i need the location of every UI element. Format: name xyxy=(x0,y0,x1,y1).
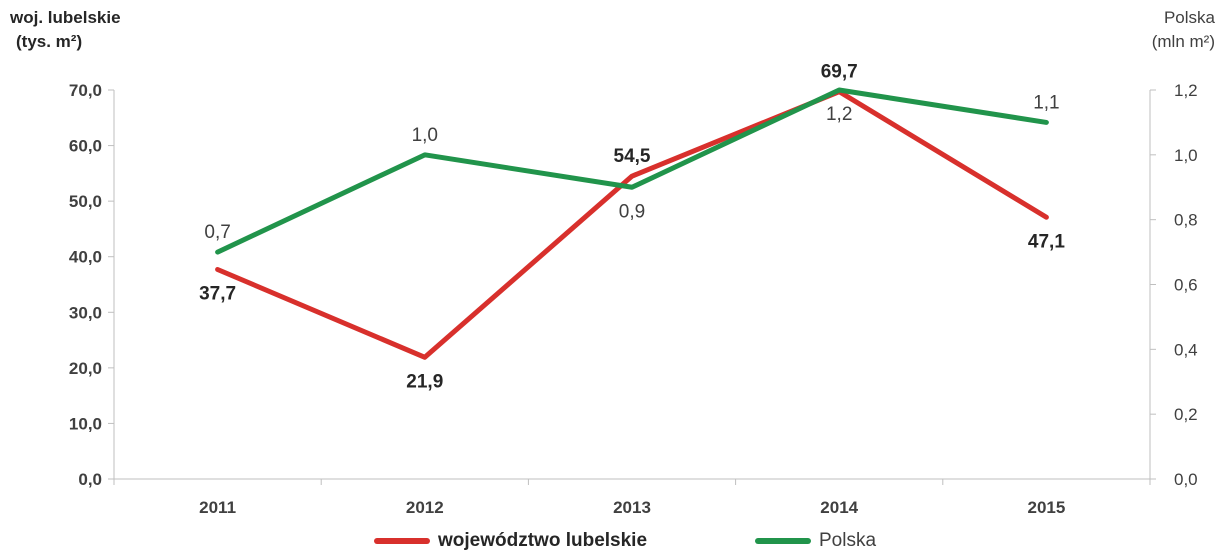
x-tick-label: 2013 xyxy=(613,498,651,517)
legend-swatch-polska xyxy=(755,538,811,544)
data-label-lubelskie: 54,5 xyxy=(614,146,651,167)
right-tick-label: 0,0 xyxy=(1174,470,1198,489)
left-tick-label: 40,0 xyxy=(69,248,102,267)
line-chart: 0,0 10,0 20,0 30,0 40,0 50,0 60,0 70,0 0,0 0,2 0,4… xyxy=(69,62,1198,517)
x-tick-label: 2012 xyxy=(406,498,444,517)
data-label-lubelskie: 21,9 xyxy=(406,371,443,392)
left-axis-title: woj. lubelskie (tys. m²) xyxy=(10,6,121,54)
x-tick-label: 2014 xyxy=(820,498,858,517)
right-tick-label: 1,2 xyxy=(1174,81,1198,100)
series-line-lubelskie xyxy=(215,89,1049,360)
data-label-lubelskie: 37,7 xyxy=(199,283,236,304)
left-tick-label: 20,0 xyxy=(69,359,102,378)
chart-legend: województwo lubelskie Polska xyxy=(0,530,1221,556)
right-tick-label: 1,0 xyxy=(1174,146,1198,165)
right-tick-label: 0,4 xyxy=(1174,340,1198,359)
right-tick-label: 0,8 xyxy=(1174,211,1198,230)
legend-item-lubelskie: województwo lubelskie xyxy=(374,530,647,552)
legend-swatch-lubelskie xyxy=(374,538,430,544)
left-tick-label: 60,0 xyxy=(69,137,102,156)
right-axis-title-line2: (mln m²) xyxy=(1151,32,1215,51)
x-tick-label: 2011 xyxy=(199,498,236,517)
left-axis-title-line2: (tys. m²) xyxy=(16,32,83,51)
left-tick-label: 70,0 xyxy=(69,81,102,100)
legend-label-polska: Polska xyxy=(819,530,877,551)
legend-item-polska: Polska xyxy=(755,530,876,552)
left-tick-label: 30,0 xyxy=(69,303,102,322)
data-label-polska: 0,7 xyxy=(204,222,230,243)
right-tick-label: 0,2 xyxy=(1174,405,1198,424)
right-tick-label: 0,6 xyxy=(1174,276,1198,295)
data-label-polska: 1,2 xyxy=(826,104,852,125)
right-axis-title: Polska (mln m²) xyxy=(1152,6,1215,54)
data-label-lubelskie: 69,7 xyxy=(821,62,858,83)
series-line-polska xyxy=(215,87,1049,255)
data-label-polska: 0,9 xyxy=(619,201,645,222)
x-tick-label: 2015 xyxy=(1027,498,1065,517)
data-label-polska: 1,1 xyxy=(1033,92,1059,113)
left-tick-label: 10,0 xyxy=(69,414,102,433)
right-axis-title-line1: Polska xyxy=(1163,8,1215,27)
data-label-lubelskie: 47,1 xyxy=(1028,231,1065,252)
left-axis-title-line1: woj. lubelskie xyxy=(10,8,121,27)
data-label-polska: 1,0 xyxy=(412,125,438,146)
left-tick-label: 50,0 xyxy=(69,192,102,211)
legend-label-lubelskie: województwo lubelskie xyxy=(438,530,648,551)
left-tick-label: 0,0 xyxy=(78,470,102,489)
